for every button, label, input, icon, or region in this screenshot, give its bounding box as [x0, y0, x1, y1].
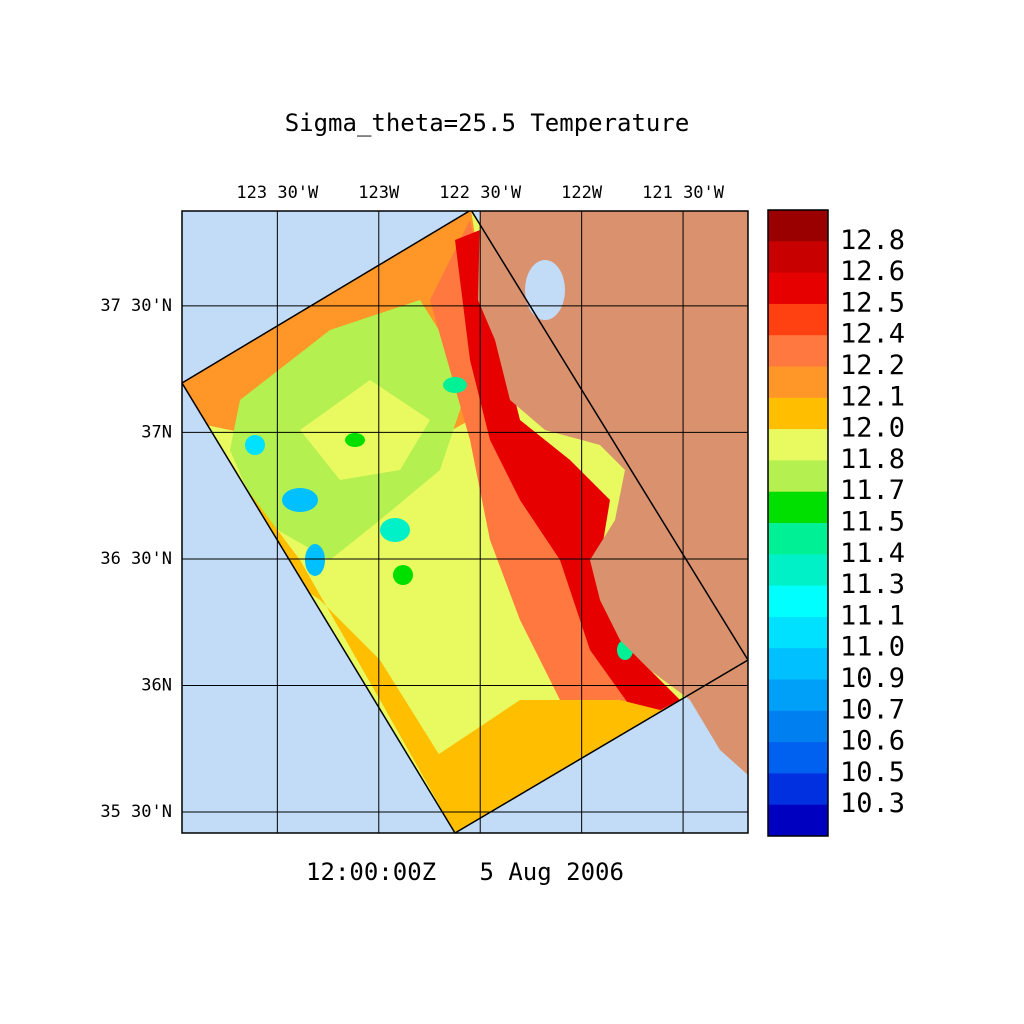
- colorbar-label: 12.4: [840, 319, 905, 350]
- colorbar-band: [768, 210, 828, 242]
- colorbar-label: 10.7: [840, 694, 905, 725]
- x-tick-label: 122 30'W: [439, 183, 522, 203]
- x-tick-label: 122W: [561, 183, 603, 203]
- colorbar-label: 11.0: [840, 632, 905, 663]
- colorbar-band: [768, 241, 828, 274]
- colorbar-band: [768, 710, 828, 743]
- x-tick-label: 123W: [358, 183, 400, 203]
- y-tick-label: 37 30'N: [100, 296, 172, 316]
- colorbar-label: 11.5: [840, 507, 905, 538]
- colorbar-label: 11.7: [840, 475, 905, 506]
- colorbar-label: 10.9: [840, 663, 905, 694]
- colorbar-label: 11.3: [840, 569, 905, 600]
- colorbar-label: 12.1: [840, 381, 905, 412]
- colorbar-band: [768, 491, 828, 524]
- colorbar-band: [768, 460, 828, 493]
- colorbar-label: 12.8: [840, 225, 905, 256]
- plot-frame: [181, 210, 749, 834]
- y-tick-label: 36N: [141, 675, 172, 695]
- colorbar-band: [768, 616, 828, 649]
- colorbar-label: 12.2: [840, 350, 905, 381]
- colorbar-band: [768, 303, 828, 336]
- colorbar-band: [768, 679, 828, 712]
- colorbar-band: [768, 335, 828, 367]
- colorbar-band: [768, 742, 828, 774]
- x-tick-label: 123 30'W: [236, 183, 319, 203]
- colorbar-band: [768, 366, 828, 399]
- colorbar-label: 12.0: [840, 413, 905, 444]
- colorbar-band: [768, 648, 828, 680]
- domain-outline: [182, 211, 748, 833]
- colorbar-label: 11.4: [840, 538, 905, 569]
- colorbar-band: [768, 429, 828, 461]
- colorbar-label: 11.8: [840, 444, 905, 475]
- y-tick-label: 36 30'N: [100, 549, 172, 569]
- y-tick-label: 37N: [141, 422, 172, 442]
- colorbar-band: [768, 554, 828, 587]
- colorbar-label: 10.3: [840, 788, 905, 819]
- colorbar-frame: [767, 209, 829, 837]
- map-area: [182, 211, 748, 833]
- colorbar-band: [768, 523, 828, 555]
- time-label: 12:00:00Z 5 Aug 2006: [306, 858, 624, 886]
- colorbar-band: [768, 773, 828, 806]
- land: [478, 211, 748, 775]
- colorbar-label: 11.1: [840, 600, 905, 631]
- chart-title: Sigma_theta=25.5 Temperature: [285, 109, 690, 137]
- y-tick-label: 35 30'N: [100, 802, 172, 822]
- colorbar-band: [768, 397, 828, 430]
- colorbar-band: [768, 585, 828, 618]
- bay: [525, 260, 565, 320]
- x-tick-label: 121 30'W: [642, 183, 725, 203]
- colorbar-band: [768, 272, 828, 305]
- colorbar-label: 12.6: [840, 256, 905, 287]
- colorbar-label: 10.5: [840, 757, 905, 788]
- colorbar-label: 10.6: [840, 726, 905, 757]
- colorbar-label: 12.5: [840, 287, 905, 318]
- colorbar-band: [768, 804, 828, 837]
